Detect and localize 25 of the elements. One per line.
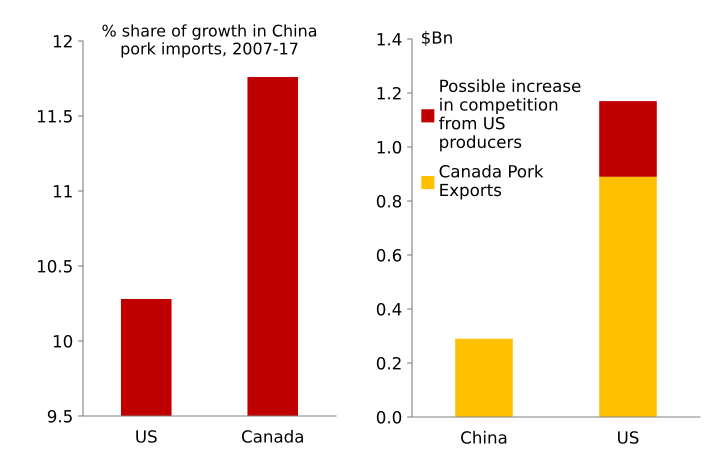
chart-title: % share of growth in China pork imports, 2007-17 <box>102 24 316 58</box>
bar <box>599 101 657 177</box>
x-tick-label: US <box>136 430 157 443</box>
y-tick-label: 1.4 <box>378 33 402 46</box>
y-tick-label: 9.5 <box>48 410 72 423</box>
y-tick-label: 12 <box>54 34 72 48</box>
y-axis-title: $Bn <box>422 30 452 46</box>
y-tick-label: 0.6 <box>376 248 402 262</box>
y-tick-label: 0.2 <box>376 356 401 370</box>
legend-label: Possible increase in competition from US producers <box>439 79 580 152</box>
bar <box>455 338 513 417</box>
legend-label: Canada Pork Exports <box>440 164 544 200</box>
y-tick-label: 1.0 <box>378 140 402 154</box>
x-tick-label: US <box>618 431 638 444</box>
y-tick-label: 1.2 <box>378 86 401 100</box>
y-tick-label: 0.0 <box>376 410 402 424</box>
bar <box>599 176 657 417</box>
y-tick-label: 10.5 <box>38 260 72 273</box>
y-tick-label: 11 <box>54 185 72 198</box>
y-tick-label: 0.8 <box>376 194 402 208</box>
x-tick-label: Canada <box>242 430 303 443</box>
y-tick-label: 11.5 <box>38 110 72 123</box>
x-tick-label: China <box>461 430 506 444</box>
y-tick-label: 10 <box>54 334 72 348</box>
y-tick-label: 0.4 <box>376 302 402 316</box>
